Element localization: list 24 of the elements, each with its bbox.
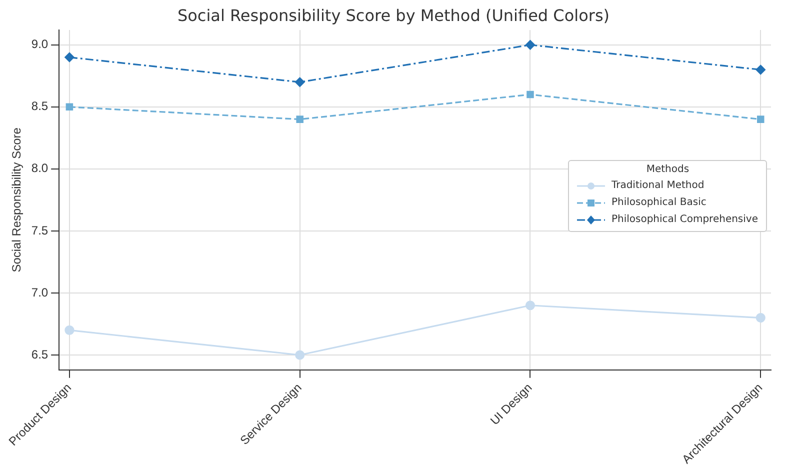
point: [525, 40, 536, 50]
y-tick-label: 8.0: [31, 161, 48, 176]
y-tick-label: 7.0: [31, 285, 48, 300]
legend-label: Philosophical Comprehensive: [611, 214, 758, 225]
point: [756, 312, 766, 323]
point: [295, 77, 305, 87]
y-tick-label: 6.5: [31, 347, 48, 362]
point: [526, 90, 534, 98]
point: [64, 52, 74, 62]
legend-title: Methods: [645, 164, 690, 175]
y-tick-label: 8.5: [31, 99, 48, 114]
y-tick-label: 7.5: [31, 223, 48, 238]
point: [756, 64, 766, 74]
point: [295, 350, 305, 360]
point: [757, 116, 764, 123]
y-axis-title: Social Responsibility Score: [10, 127, 24, 272]
point: [66, 103, 74, 111]
legend-label: Philosophical Basic: [611, 197, 706, 208]
point: [525, 300, 536, 310]
point: [296, 116, 304, 123]
chart-title: Social Responsibility Score by Method (Unified Colors): [176, 6, 611, 25]
y-tick-label: 9.0: [31, 37, 48, 52]
legend-label: Traditional Method: [611, 180, 704, 191]
point: [64, 325, 74, 335]
